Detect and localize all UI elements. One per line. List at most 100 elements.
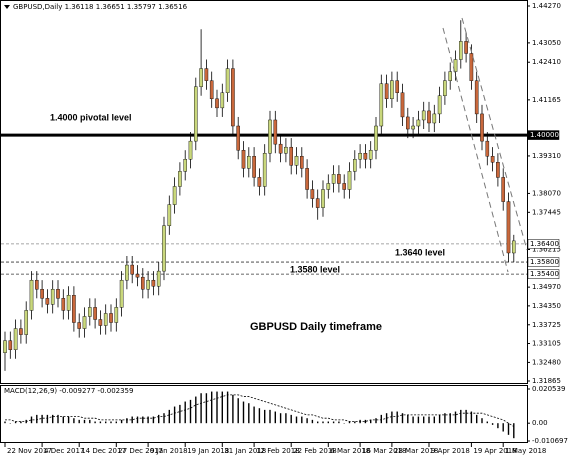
candle-body	[294, 156, 299, 166]
macd-bar	[311, 419, 314, 424]
macd-bar	[269, 409, 271, 424]
macd-bar	[41, 414, 43, 424]
macd-bar	[465, 409, 467, 424]
macd-bar	[428, 416, 430, 424]
candle-body	[162, 225, 166, 272]
candle-body	[98, 319, 103, 326]
macd-bar	[449, 413, 451, 424]
macd-bar	[158, 414, 160, 424]
macd-bar	[290, 414, 292, 424]
candle-body	[400, 92, 405, 118]
x-tick-label: 28 Mar 2018	[394, 447, 438, 455]
candle-body	[146, 279, 150, 290]
candle-body	[432, 113, 437, 124]
candle-body	[390, 80, 394, 100]
candle-body	[273, 119, 278, 145]
level-axis-label: 1.35400	[530, 270, 559, 278]
candle-body	[321, 189, 325, 208]
candle-body	[464, 41, 468, 54]
macd-bar	[30, 416, 33, 424]
candle-body	[395, 80, 400, 93]
y-tick-label: 1.34350	[532, 302, 561, 310]
macd-bar	[253, 406, 255, 424]
candle-body	[278, 143, 283, 154]
candle-body	[443, 80, 447, 96]
candle-body	[305, 168, 309, 190]
candle-body	[342, 183, 347, 190]
candle-body	[480, 113, 484, 142]
candle-body	[66, 295, 71, 311]
macd-bar	[173, 406, 176, 424]
candle-body	[87, 307, 92, 317]
macd-bar	[380, 414, 382, 424]
candle-body	[268, 119, 272, 154]
macd-bar	[14, 421, 17, 424]
macd-bar	[232, 394, 234, 424]
macd-bar	[89, 419, 91, 424]
candle-body	[379, 83, 384, 127]
macd-bar	[454, 411, 457, 424]
candle-body	[114, 307, 119, 323]
candle-body	[45, 298, 50, 305]
candle-body	[353, 159, 357, 172]
macd-bar	[274, 411, 276, 424]
macd-bar	[142, 416, 144, 424]
macd-bar	[73, 418, 75, 424]
macd-bar	[481, 418, 483, 424]
x-tick-label: 9 Apr 2018	[431, 447, 470, 455]
level-label: 1.3640 level	[395, 247, 445, 257]
candle-body	[19, 328, 23, 335]
candle-body	[252, 156, 256, 178]
x-tick-label: 12 Feb 2018	[256, 447, 300, 455]
trend-channel	[442, 27, 509, 273]
candle-body	[437, 95, 442, 115]
macd-bar	[306, 418, 308, 424]
y-tick-label: 1.32480	[532, 358, 561, 366]
y-tick-label: 1.31865	[532, 377, 561, 385]
macd-bar	[105, 421, 107, 424]
x-tick-label: 16 Mar 2018	[362, 447, 406, 455]
level-label: 1.4000 pivotal level	[50, 112, 132, 122]
macd-bar	[407, 414, 409, 424]
candle-body	[220, 92, 225, 109]
macd-bar	[221, 391, 223, 424]
macd-bar	[126, 418, 128, 424]
level-axis-box	[527, 257, 560, 267]
candle-body	[347, 171, 352, 190]
level-axis-box	[527, 269, 560, 279]
x-tick-label: 14 Dec 2017	[81, 447, 126, 455]
macd-bar	[460, 409, 462, 424]
candle-body	[140, 276, 145, 290]
macd-tick-label: -0.010697	[532, 437, 568, 445]
level-axis-label: 1.35800	[530, 258, 559, 266]
candle-body	[156, 270, 161, 287]
macd-bar	[195, 396, 197, 424]
candle-body	[167, 204, 172, 226]
candle-body	[56, 289, 60, 299]
macd-bar	[438, 414, 441, 424]
candle-body	[496, 162, 500, 178]
candle-body	[13, 328, 18, 350]
y-tick-label: 1.33105	[532, 340, 561, 348]
x-tick-label: 4 Dec 2017	[44, 447, 84, 455]
macd-bar	[46, 414, 49, 424]
candle-body	[310, 189, 315, 199]
y-tick-label: 1.44270	[532, 2, 561, 10]
macd-bar	[226, 391, 229, 424]
macd-bar	[370, 419, 372, 424]
candle-body	[506, 201, 511, 254]
candle-body	[411, 125, 415, 130]
candle-body	[501, 177, 506, 202]
macd-bar	[78, 419, 80, 424]
macd-bar	[94, 421, 96, 424]
candle-body	[125, 264, 129, 281]
candle-body	[490, 156, 495, 163]
x-tick-label: 27 Dec 2017	[118, 447, 163, 455]
macd-bar	[476, 414, 478, 424]
y-tick-label: 1.33725	[532, 321, 561, 329]
y-tick-label: 1.37445	[532, 208, 561, 216]
macd-bar	[184, 401, 186, 424]
candle-body	[225, 68, 230, 93]
candle-body	[326, 183, 331, 190]
